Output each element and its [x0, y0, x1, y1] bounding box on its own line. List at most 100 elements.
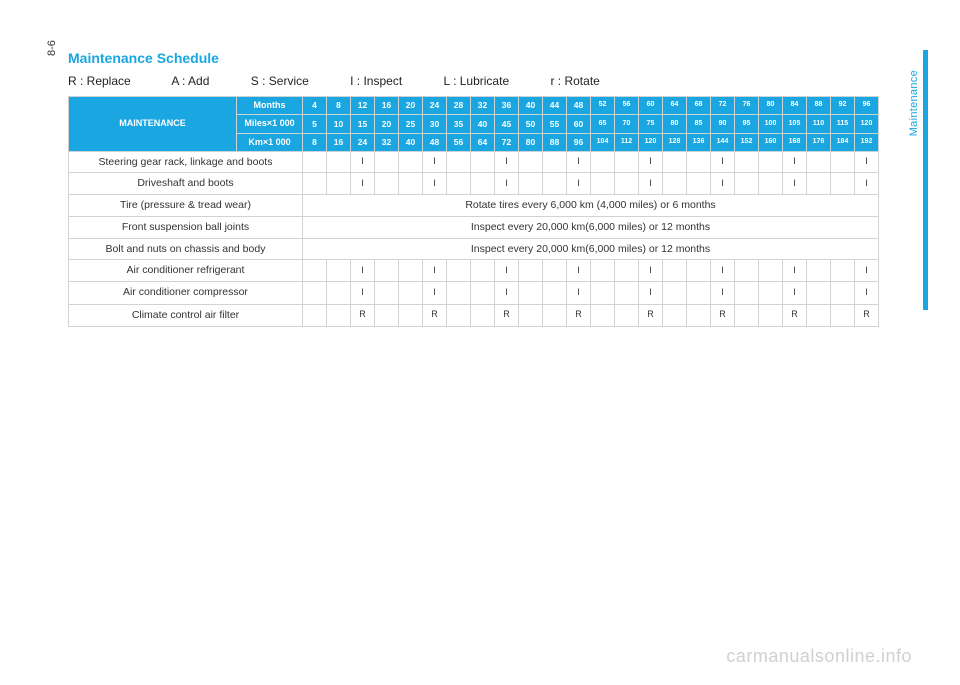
cell	[831, 282, 855, 304]
cell	[831, 151, 855, 172]
km-value: 144	[711, 133, 735, 151]
km-value: 136	[687, 133, 711, 151]
cell	[735, 304, 759, 326]
cell	[687, 151, 711, 172]
cell: I	[639, 260, 663, 282]
cell: R	[711, 304, 735, 326]
cell	[687, 282, 711, 304]
cell	[471, 172, 495, 194]
km-value: 176	[807, 133, 831, 151]
months-value: 24	[423, 97, 447, 115]
cell	[471, 282, 495, 304]
miles-value: 35	[447, 115, 471, 133]
cell	[831, 172, 855, 194]
cell: R	[783, 304, 807, 326]
cell	[591, 260, 615, 282]
cell	[807, 172, 831, 194]
cell	[399, 151, 423, 172]
km-value: 120	[639, 133, 663, 151]
miles-value: 25	[399, 115, 423, 133]
cell: I	[855, 282, 879, 304]
miles-value: 60	[567, 115, 591, 133]
km-value: 40	[399, 133, 423, 151]
cell	[303, 260, 327, 282]
cell	[663, 260, 687, 282]
cell: R	[855, 304, 879, 326]
cell	[759, 151, 783, 172]
cell	[663, 172, 687, 194]
cell	[519, 260, 543, 282]
km-value: 16	[327, 133, 351, 151]
cell	[327, 260, 351, 282]
section-label: Maintenance	[908, 70, 920, 136]
km-value: 152	[735, 133, 759, 151]
months-value: 56	[615, 97, 639, 115]
cell: I	[495, 151, 519, 172]
cell	[303, 304, 327, 326]
miles-value: 95	[735, 115, 759, 133]
cell	[663, 282, 687, 304]
cell: I	[423, 172, 447, 194]
row-span-text: Inspect every 20,000 km(6,000 miles) or …	[303, 239, 879, 260]
miles-value: 20	[375, 115, 399, 133]
cell	[375, 304, 399, 326]
months-value: 12	[351, 97, 375, 115]
cell	[471, 260, 495, 282]
cell	[663, 151, 687, 172]
km-value: 72	[495, 133, 519, 151]
cell	[303, 172, 327, 194]
main-content: Maintenance Schedule R : Replace A : Add…	[68, 50, 878, 327]
page-number: 8-6	[46, 40, 58, 56]
cell	[807, 304, 831, 326]
miles-value: 90	[711, 115, 735, 133]
cell: R	[495, 304, 519, 326]
cell	[519, 172, 543, 194]
cell	[447, 151, 471, 172]
miles-value: 15	[351, 115, 375, 133]
miles-value: 50	[519, 115, 543, 133]
legend-add: A : Add	[171, 74, 209, 88]
miles-value: 85	[687, 115, 711, 133]
cell	[615, 304, 639, 326]
cell: I	[711, 172, 735, 194]
cell	[375, 282, 399, 304]
cell: I	[567, 172, 591, 194]
row-label: Bolt and nuts on chassis and body	[69, 239, 303, 260]
cell	[471, 151, 495, 172]
cell: I	[423, 282, 447, 304]
km-value: 64	[471, 133, 495, 151]
months-value: 96	[855, 97, 879, 115]
months-label: Months	[237, 97, 303, 115]
cell	[471, 304, 495, 326]
km-value: 112	[615, 133, 639, 151]
km-value: 88	[543, 133, 567, 151]
cell: I	[423, 151, 447, 172]
miles-value: 45	[495, 115, 519, 133]
cell	[591, 151, 615, 172]
watermark: carmanualsonline.info	[726, 646, 912, 667]
km-label: Km×1 000	[237, 133, 303, 151]
maintenance-header: MAINTENANCE	[69, 97, 237, 152]
cell	[615, 260, 639, 282]
row-label: Climate control air filter	[69, 304, 303, 326]
cell	[375, 151, 399, 172]
cell	[327, 151, 351, 172]
cell: I	[711, 282, 735, 304]
miles-value: 80	[663, 115, 687, 133]
km-value: 8	[303, 133, 327, 151]
cell	[591, 282, 615, 304]
cell	[543, 304, 567, 326]
legend: R : Replace A : Add S : Service I : Insp…	[68, 74, 878, 88]
miles-value: 115	[831, 115, 855, 133]
cell	[399, 260, 423, 282]
cell	[735, 260, 759, 282]
cell: R	[567, 304, 591, 326]
row-label: Air conditioner compressor	[69, 282, 303, 304]
cell: I	[783, 260, 807, 282]
km-value: 80	[519, 133, 543, 151]
cell	[831, 304, 855, 326]
cell	[687, 172, 711, 194]
cell	[447, 304, 471, 326]
months-value: 80	[759, 97, 783, 115]
miles-value: 105	[783, 115, 807, 133]
